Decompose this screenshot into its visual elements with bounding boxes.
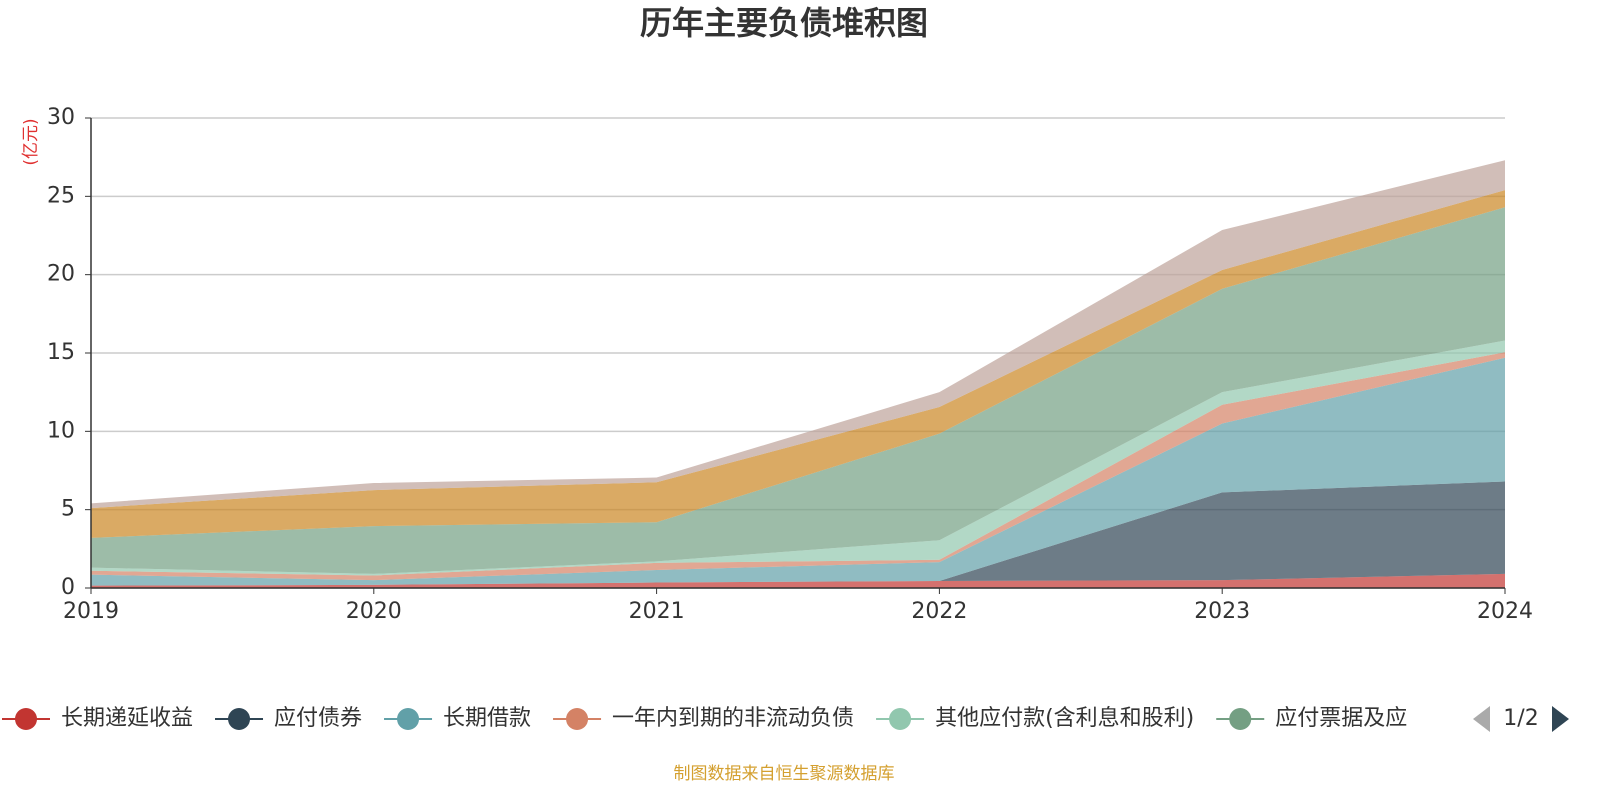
legend-prev[interactable] (1473, 706, 1490, 732)
area (91, 190, 1505, 538)
source-note: 制图数据来自恒生聚源数据库 (674, 764, 895, 784)
legend-marker (889, 708, 912, 730)
x-tick-label: 2022 (911, 599, 967, 624)
y-tick-label: 20 (47, 262, 75, 287)
legend-label: 长期递延收益 (61, 706, 193, 731)
chart-title: 历年主要负债堆积图 (640, 4, 928, 42)
legend-marker (228, 708, 251, 730)
x-tick-label: 2019 (63, 599, 119, 624)
legend-label: 应付债券 (274, 706, 362, 731)
y-tick-label: 5 (61, 497, 75, 522)
area (91, 357, 1505, 586)
areas (91, 160, 1505, 588)
legend-label: 应付票据及应 (1275, 706, 1407, 731)
legend-marker (397, 708, 420, 730)
legend: 长期递延收益 应付债券 长期借款 一年内到期的非流动负债 其他应付款(含利息和股利) 应付… (2, 706, 1407, 731)
area (91, 207, 1505, 574)
legend-marker (566, 708, 589, 730)
x-tick-label: 2020 (346, 599, 402, 624)
legend-label: 长期借款 (443, 706, 531, 731)
x-tick-label: 2024 (1477, 599, 1533, 624)
legend-label: 其他应付款(含利息和股利) (935, 706, 1194, 731)
y-tick-label: 25 (47, 183, 75, 208)
area (91, 573, 1505, 588)
legend-marker (15, 708, 37, 730)
x-tick-label: 2023 (1194, 599, 1250, 624)
legend-label: 一年内到期的非流动负债 (612, 706, 854, 731)
area (91, 481, 1505, 586)
legend-next[interactable] (1552, 706, 1569, 732)
y-tick-label: 30 (47, 105, 75, 130)
area (91, 160, 1505, 509)
x-tick-label: 2021 (629, 599, 685, 624)
y-tick-label: 15 (47, 340, 75, 365)
y-tick-label: 0 (61, 575, 75, 600)
y-tick-label: 10 (47, 418, 75, 443)
legend-marker (1229, 708, 1252, 730)
y-unit: (亿元) (21, 118, 41, 165)
legend-page: 1/2 (1503, 706, 1538, 731)
plot: 0 5 10 15 20 25 30 2019 2020 2021 2022 2023 2024 (47, 105, 1533, 624)
